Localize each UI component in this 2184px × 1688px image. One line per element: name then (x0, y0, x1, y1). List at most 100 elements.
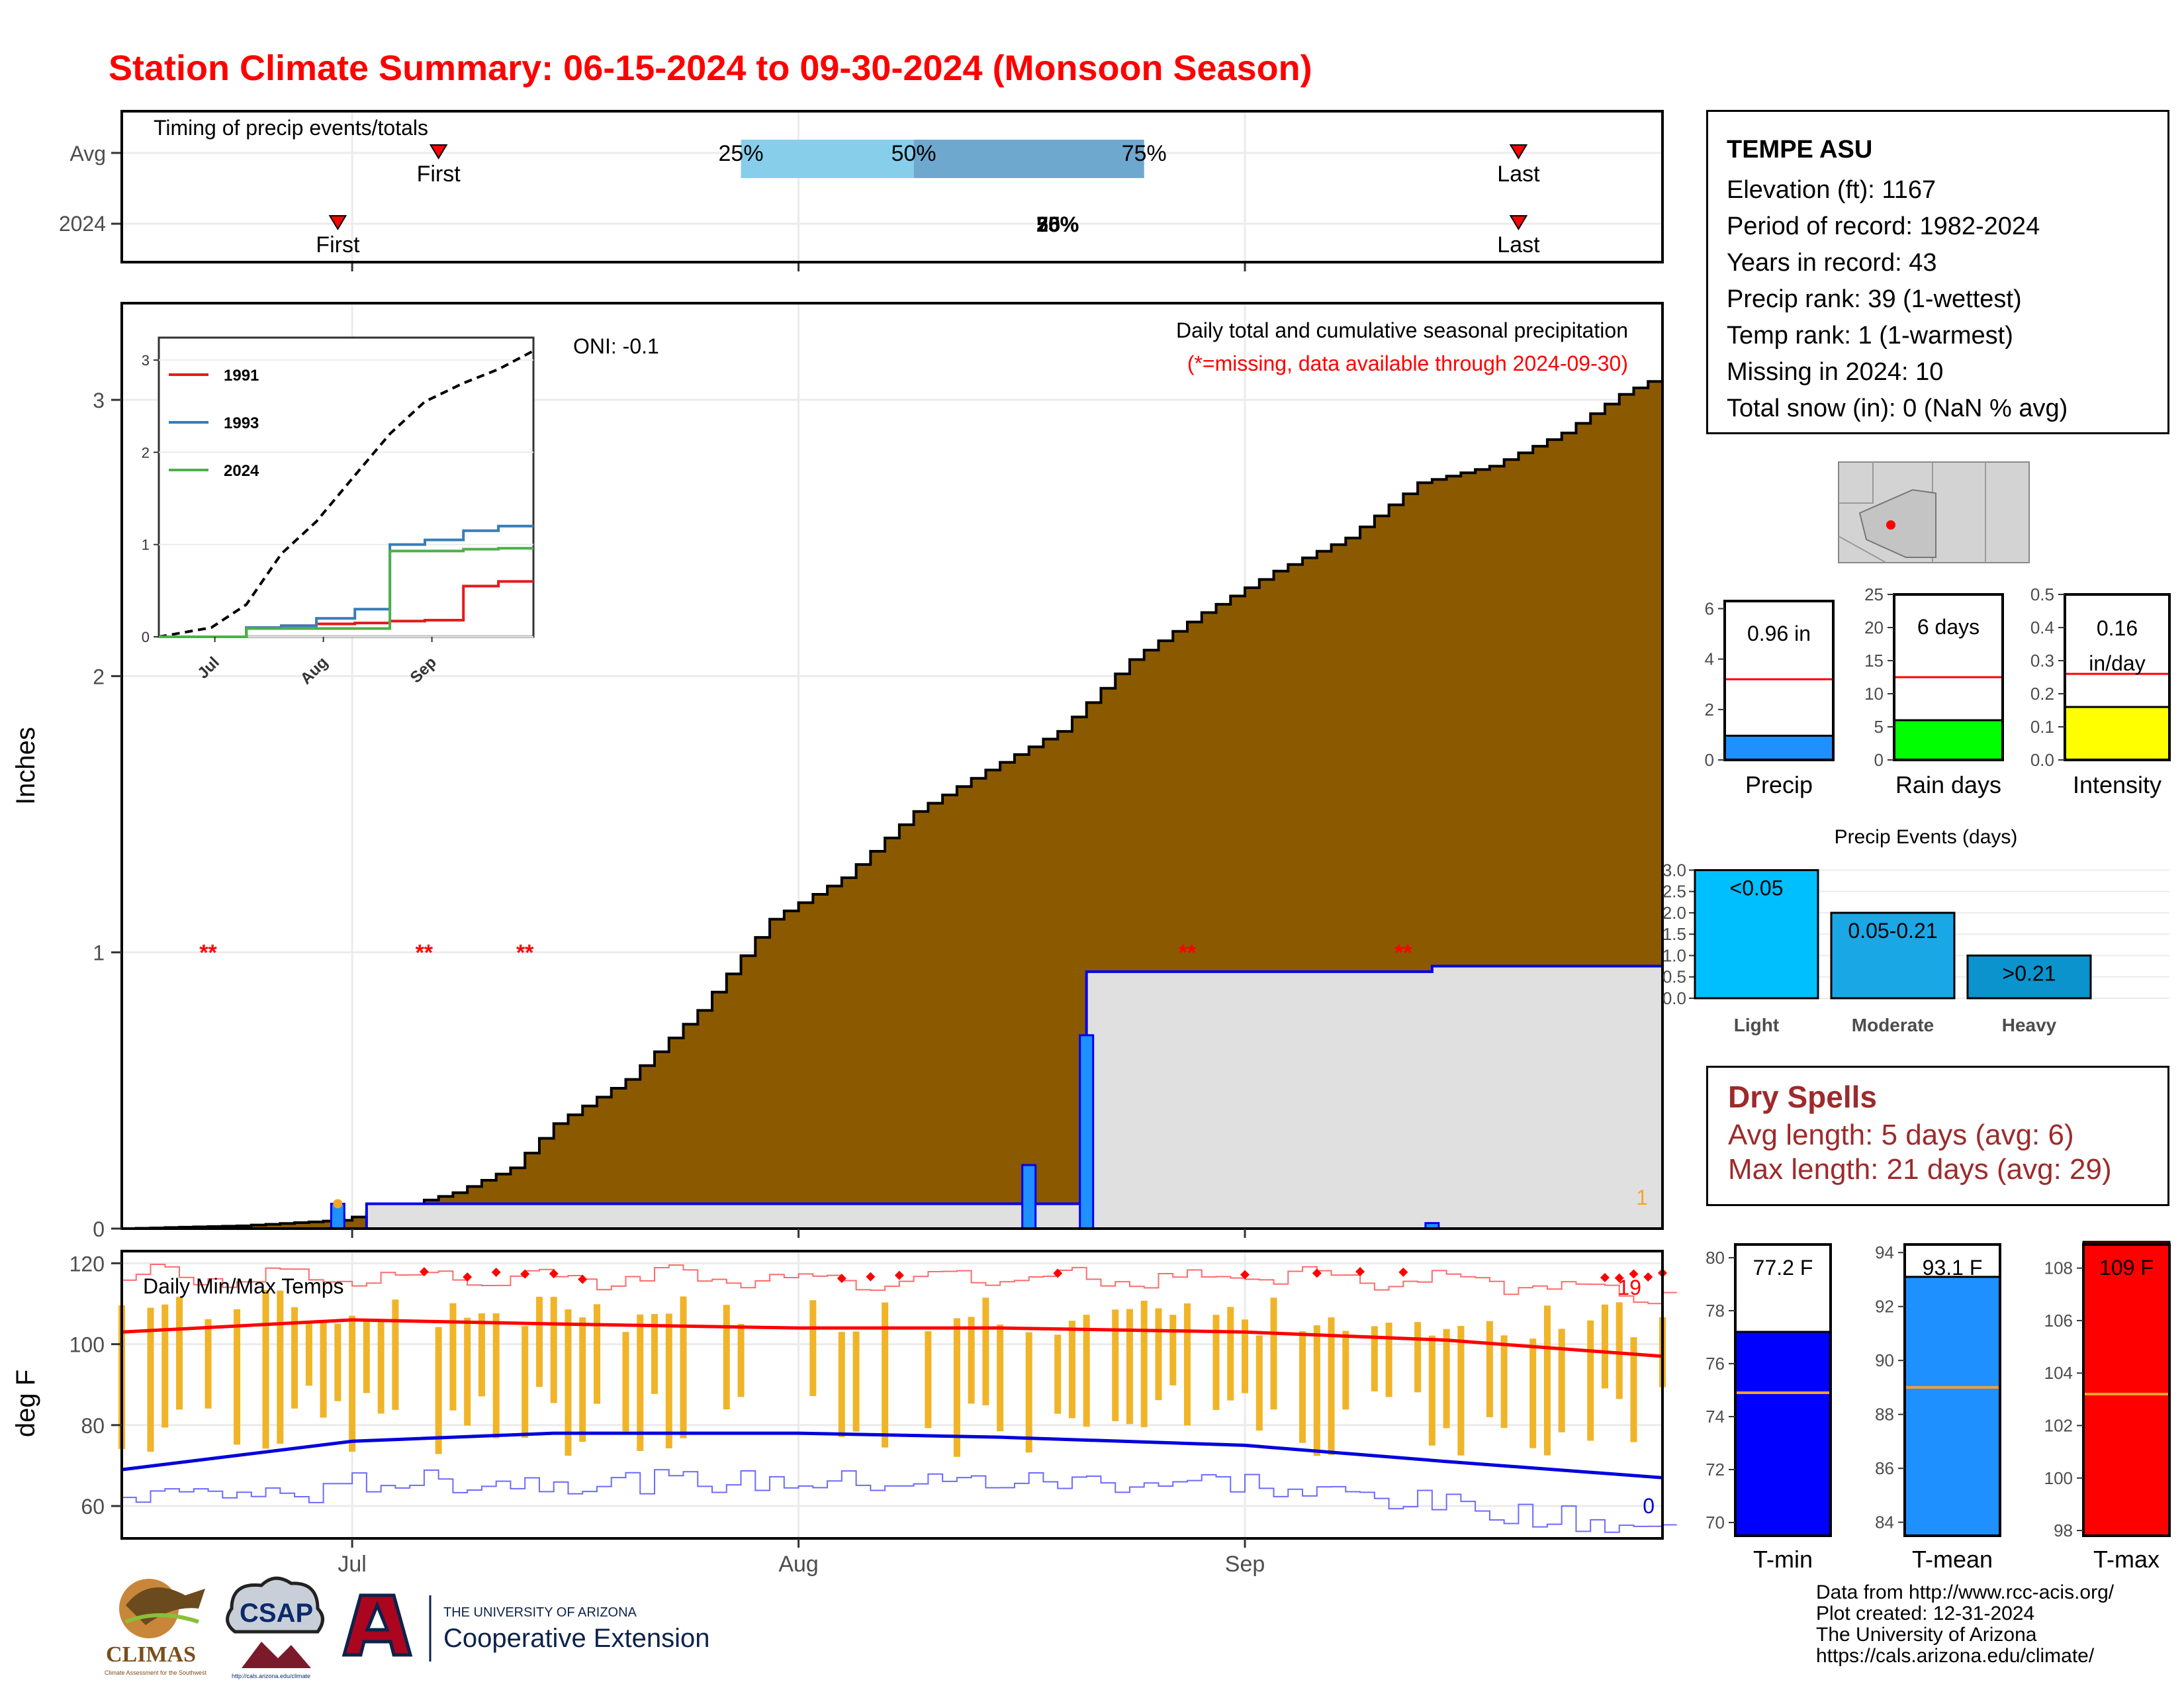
temp-ytick-label: 60 (81, 1495, 105, 1519)
temp-daily-range-bar (997, 1324, 1004, 1432)
temp-bar-border-0 (1734, 1243, 1832, 1537)
dry-spells-title: Dry Spells (1728, 1080, 1877, 1114)
temp-daily-range-bar (464, 1317, 471, 1426)
temp-bar-ytick-label: 88 (1875, 1405, 1894, 1425)
ua-logo: THE UNIVERSITY OF ARIZONA Cooperative Ex… (341, 1593, 709, 1662)
temp-daily-range-bar (535, 1296, 543, 1387)
credits: Data from http://www.rcc-acis.org/ Plot … (1816, 1582, 2114, 1667)
temp-daily-range-bar (1212, 1315, 1220, 1410)
temp-daily-range-bar (1500, 1335, 1508, 1429)
temp-daily-range-bar (665, 1313, 672, 1448)
timing-2024-pct-50: 50% (1036, 212, 1079, 236)
temp-daily-range-bar (392, 1299, 399, 1410)
temp-bar-label-0: 77.2 F (1753, 1256, 1813, 1280)
inset-avg-line (158, 350, 534, 638)
temp-daily-range-bar (1457, 1325, 1465, 1456)
temp-bar-ytick-label: 108 (2044, 1258, 2073, 1278)
precip-count-label: 1 (1636, 1186, 1648, 1209)
inset-ytick-label: 0 (142, 629, 150, 645)
temp-daily-range-bar (1126, 1309, 1133, 1425)
small-bar-label-0: 0.96 in (1747, 622, 1811, 645)
temp-daily-range-bar (1112, 1309, 1119, 1421)
timing-2024-pct-25: 25% (1036, 212, 1079, 236)
temp-daily-range-bar (593, 1304, 600, 1404)
temp-daily-range-bar (349, 1315, 356, 1452)
temp-ytick-label: 100 (69, 1333, 105, 1357)
events-ytick-label: 3.0 (1662, 860, 1686, 880)
temp-record-diamond (1643, 1272, 1653, 1282)
temp-daily-range-bar (723, 1305, 730, 1410)
credit-university: The University of Arizona (1816, 1624, 2037, 1646)
station-years: Years in record: 43 (1727, 249, 1937, 277)
precip-missing-marker: ** (1179, 941, 1197, 966)
events-category-light: Light (1734, 1015, 1779, 1035)
small-bar-border-0 (1723, 600, 1835, 761)
events-bar-label-moderate: 0.05-0.21 (1848, 919, 1937, 943)
svg-text:CLIMAS: CLIMAS (106, 1642, 196, 1667)
temp-bar-category-2: T-max (2093, 1546, 2160, 1573)
svg-text:Climate Assessment for the Sou: Climate Assessment for the Southwest (105, 1669, 207, 1676)
temp-daily-range-bar (651, 1314, 659, 1394)
inset-ytick-label: 2 (142, 444, 150, 461)
temp-bar-ytick-label: 102 (2044, 1416, 2073, 1436)
temp-bar-value-t-min (1734, 1331, 1832, 1537)
temp-daily-range-bar (205, 1319, 212, 1409)
temp-daily-range-bar (622, 1332, 629, 1432)
temp-record-diamond (1312, 1268, 1322, 1278)
temp-daily-range-bar (680, 1296, 687, 1438)
temp-daily-range-bar (1328, 1317, 1335, 1455)
temp-ytick-label: 120 (69, 1252, 105, 1276)
temp-daily-range-bar (147, 1307, 154, 1452)
temp-daily-range-bar (291, 1307, 298, 1409)
precip-note-missing: (*=missing, data available through 2024-… (1187, 352, 1628, 375)
temp-record-diamond (1240, 1270, 1250, 1280)
temp-daily-range-bar (882, 1302, 889, 1448)
temp-daily-range-bar (377, 1321, 385, 1414)
temp-daily-range-bar (305, 1323, 312, 1386)
station-precip-rank: Precip rank: 39 (1-wettest) (1727, 285, 2022, 313)
temp-daily-range-bar (277, 1290, 284, 1444)
temp-bar-ytick-label: 76 (1706, 1354, 1725, 1374)
temp-daily-range-bar (1140, 1301, 1148, 1428)
precip-ytick-label: 2 (93, 665, 105, 688)
credit-data-source: Data from http://www.rcc-acis.org/ (1816, 1581, 2115, 1603)
temp-bar-category-0: T-min (1753, 1546, 1813, 1573)
small-bar-label-2: 0.16 (2097, 616, 2138, 640)
x-axis-month-label: Aug (778, 1552, 819, 1577)
temp-daily-range-bar (838, 1332, 845, 1437)
timing-2024-last-label: Last (1497, 232, 1540, 258)
temp-daily-range-bar (1543, 1305, 1551, 1456)
temp-record-diamond (549, 1269, 559, 1279)
temp-daily-range-bar (492, 1313, 500, 1438)
small-bar-ytick-label: 0.0 (2030, 750, 2054, 770)
temp-record-diamond (1053, 1268, 1063, 1278)
temp-daily-range-bar (1428, 1335, 1435, 1446)
precip-ytick-label: 3 (93, 389, 105, 412)
temp-daily-range-bar (579, 1317, 586, 1442)
temp-daily-range-bar (320, 1320, 327, 1418)
small-bar-ytick-label: 0.4 (2030, 618, 2054, 637)
temp-bar-ytick-label: 92 (1875, 1297, 1894, 1317)
map-station-dot (1886, 520, 1895, 530)
timing-2024-last-marker (1509, 215, 1528, 230)
small-bar-ytick-label: 20 (1864, 618, 1884, 637)
events-title: Precip Events (days) (1835, 826, 2018, 848)
timing-2024-first-marker (328, 215, 347, 230)
temp-bar-category-1: T-mean (1912, 1546, 1993, 1573)
svg-text:http://cals.arizona.edu/climat: http://cals.arizona.edu/climate (232, 1673, 310, 1679)
events-ytick-label: 0.0 (1662, 988, 1686, 1008)
temp-record-diamond (463, 1272, 473, 1282)
temp-bar-ytick-label: 94 (1875, 1243, 1894, 1262)
temp-daily-range-bar (1443, 1329, 1450, 1429)
timing-label-75: 75% (1122, 141, 1167, 166)
station-name: TEMPE ASU (1727, 136, 1873, 164)
small-bar-ytick-label: 0.3 (2030, 651, 2054, 671)
temp-daily-range-bar (1227, 1307, 1234, 1401)
temp-bar-ytick-label: 106 (2044, 1311, 2073, 1331)
timing-label-50: 50% (891, 141, 936, 166)
temp-record-diamond (520, 1269, 530, 1279)
events-ytick-label: 1.0 (1662, 945, 1686, 965)
temp-daily-range-bar (1385, 1323, 1392, 1397)
small-bar-ytick-label: 0.5 (2030, 585, 2054, 604)
precip-panel-border (120, 302, 1664, 1230)
